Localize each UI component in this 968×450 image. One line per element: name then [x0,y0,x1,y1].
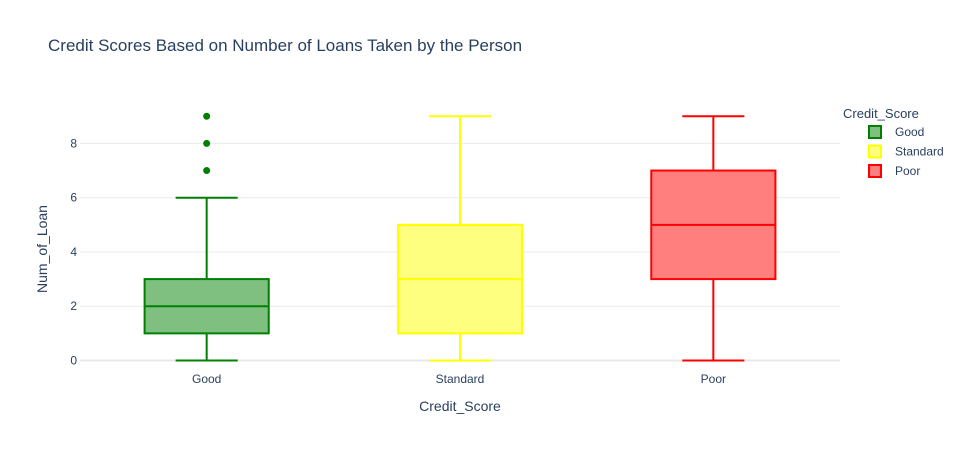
legend-item-poor[interactable]: Poor [868,164,920,178]
x-axis-title: Credit_Score [419,398,501,414]
y-tick-label: 0 [70,354,77,368]
x-tick-label: Standard [436,372,485,386]
legend-swatch [868,125,882,139]
legend-label: Standard [895,145,944,159]
box-poor [650,115,777,362]
outlier-point [203,112,211,120]
legend-swatch [868,164,882,178]
box-good [143,112,270,362]
x-axis-ticks: Good Standard Poor [192,372,726,386]
x-tick-label: Good [192,372,221,386]
outlier-point [203,139,211,147]
outlier-point [203,167,211,175]
legend-item-standard[interactable]: Standard [868,144,944,159]
legend-label: Poor [895,164,920,178]
legend-label: Good [895,125,924,139]
box-standard [396,115,524,362]
legend-title: Credit_Score [843,106,919,121]
y-tick-label: 2 [70,299,77,313]
legend-items[interactable]: Good Standard Poor [868,125,944,178]
legend[interactable]: Credit_Score Good Standard Poor [843,106,944,178]
y-tick-label: 8 [70,136,77,150]
y-axis-title: Num_of_Loan [34,205,50,293]
box-series [143,112,777,362]
y-tick-label: 4 [70,245,77,259]
chart-title: Credit Scores Based on Number of Loans T… [48,36,522,55]
legend-swatch [868,144,882,159]
y-axis-ticks: 0 2 4 6 8 [70,136,77,367]
y-tick-label: 6 [70,191,77,205]
x-tick-label: Poor [701,372,726,386]
legend-item-good[interactable]: Good [868,125,924,139]
